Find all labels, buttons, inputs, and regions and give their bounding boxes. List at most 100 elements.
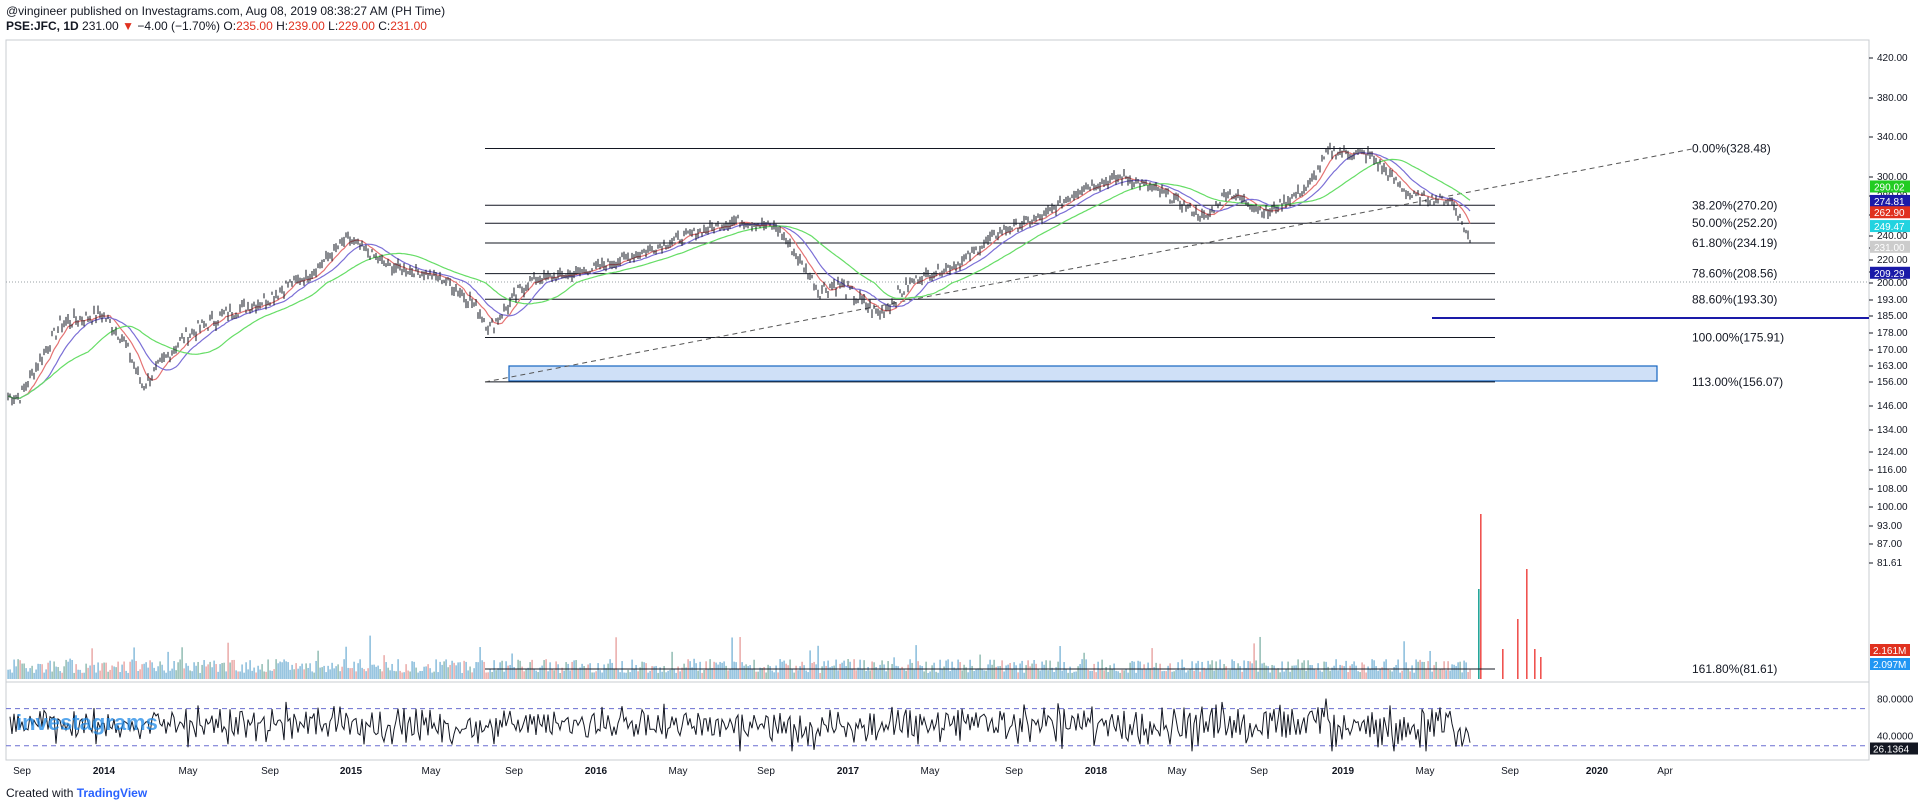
- volume-bar: [889, 669, 891, 679]
- volume-bar: [385, 662, 387, 679]
- volume-bar: [887, 661, 889, 679]
- volume-bar: [665, 672, 667, 679]
- volume-bar: [289, 669, 291, 679]
- volume-bar: [1201, 661, 1203, 679]
- published-line: @vingineer published on Investagrams.com…: [6, 4, 446, 18]
- volume-bar: [51, 671, 53, 679]
- volume-bar: [743, 665, 745, 679]
- volume-bar: [831, 666, 833, 679]
- volume-bar: [1029, 666, 1031, 679]
- volume-bar: [633, 668, 635, 679]
- volume-bar: [1355, 665, 1357, 679]
- volume-bar: [1007, 664, 1009, 679]
- fib-level-label: 88.60%(193.30): [1692, 292, 1777, 306]
- volume-bar: [1039, 670, 1041, 679]
- volume-bar: [1281, 661, 1283, 679]
- volume-bar: [1395, 665, 1397, 679]
- volume-bar: [67, 661, 69, 679]
- volume-bar: [253, 667, 255, 679]
- fib-level-label: 78.60%(208.56): [1692, 267, 1777, 281]
- volume-bar: [1447, 661, 1449, 679]
- volume-bar: [567, 663, 569, 679]
- time-tick-label: May: [1168, 766, 1187, 777]
- volume-bar: [499, 662, 501, 679]
- volume-bar: [357, 663, 359, 679]
- volume-bar: [1401, 670, 1403, 679]
- volume-bar: [895, 665, 897, 679]
- volume-bar: [191, 671, 193, 679]
- volume-bar: [203, 660, 205, 679]
- fib-level-label: 113.00%(156.07): [1692, 375, 1783, 389]
- volume-bar: [1361, 662, 1363, 679]
- volume-bar: [473, 668, 475, 679]
- volume-bar: [539, 667, 541, 679]
- volume-bar: [1107, 671, 1109, 679]
- volume-bar: [1111, 669, 1113, 679]
- volume-bar: [93, 664, 95, 679]
- volume-bar: [917, 661, 919, 679]
- volume-bar: [927, 672, 929, 679]
- volume-bar: [641, 661, 643, 679]
- volume-bar: [657, 672, 659, 679]
- volume-bar: [551, 668, 553, 679]
- volume-bar: [1235, 668, 1237, 679]
- support-zone-box[interactable]: [508, 365, 1658, 382]
- volume-bar: [147, 667, 149, 679]
- volume-bar: [283, 659, 285, 679]
- volume-bar: [549, 662, 551, 679]
- volume-bar: [1257, 671, 1259, 679]
- volume-bar: [965, 667, 967, 679]
- volume-bar: [1195, 663, 1197, 679]
- volume-bar: [1001, 660, 1003, 679]
- volume-bar: [1393, 667, 1395, 679]
- volume-bar: [179, 659, 181, 679]
- volume-bar: [1083, 652, 1085, 679]
- fib-level-label: 161.80%(81.61): [1692, 662, 1777, 676]
- volume-bar: [1305, 670, 1307, 679]
- volume-bar: [419, 670, 421, 679]
- price-axis[interactable]: 420.00380.00340.00300.00280.00260.00240.…: [1869, 53, 1908, 569]
- trend-line[interactable]: [484, 148, 1693, 383]
- volume-bar: [1145, 668, 1147, 679]
- volume-bar: [573, 660, 575, 679]
- volume-bar: [863, 660, 865, 679]
- volume-bar: [637, 671, 639, 679]
- volume-bar: [975, 669, 977, 679]
- volume-bar: [1363, 664, 1365, 679]
- volume-bar: [1099, 668, 1101, 679]
- volume-bar: [1443, 661, 1445, 679]
- time-axis[interactable]: Sep 2014 May Sep 2015 May Sep 2016 May Sep 2017 May…: [13, 766, 1673, 777]
- volume-bar: [479, 647, 481, 679]
- price-tick-label: 200.00: [1877, 278, 1908, 289]
- volume-bar: [21, 663, 23, 679]
- volume-bar: [635, 665, 637, 679]
- volume-bar: [1213, 670, 1215, 679]
- volume-bar: [519, 660, 521, 679]
- low-value: 229.00: [338, 19, 375, 33]
- volume-bar: [673, 668, 675, 679]
- volume-bar: [891, 663, 893, 679]
- volume-bar: [1375, 666, 1377, 679]
- volume-bar: [1199, 671, 1201, 679]
- volume-bar: [999, 666, 1001, 679]
- volume-bar: [755, 671, 757, 679]
- tradingview-logo[interactable]: TradingView: [76, 786, 148, 800]
- volume-bar: [1277, 668, 1279, 679]
- volume-bar: [185, 663, 187, 679]
- fibonacci-levels[interactable]: 0.00%(328.48) 38.20%(270.20) 50.00%(252.20…: [6, 142, 1869, 676]
- volume-bar: [581, 663, 583, 679]
- volume-bar: [1173, 671, 1175, 679]
- volume-bar: [317, 650, 319, 679]
- time-tick-label: Sep: [1250, 766, 1268, 777]
- time-tick-label: 2017: [837, 766, 860, 777]
- volume-bar: [217, 671, 219, 679]
- volume-bar: [577, 669, 579, 679]
- volume-bar: [1461, 672, 1463, 679]
- volume-bar: [837, 670, 839, 679]
- volume-bar: [1019, 663, 1021, 679]
- volume-bar: [391, 663, 393, 679]
- volume-bar: [1069, 666, 1071, 679]
- volume-bar: [135, 661, 137, 679]
- volume-bar: [807, 672, 809, 679]
